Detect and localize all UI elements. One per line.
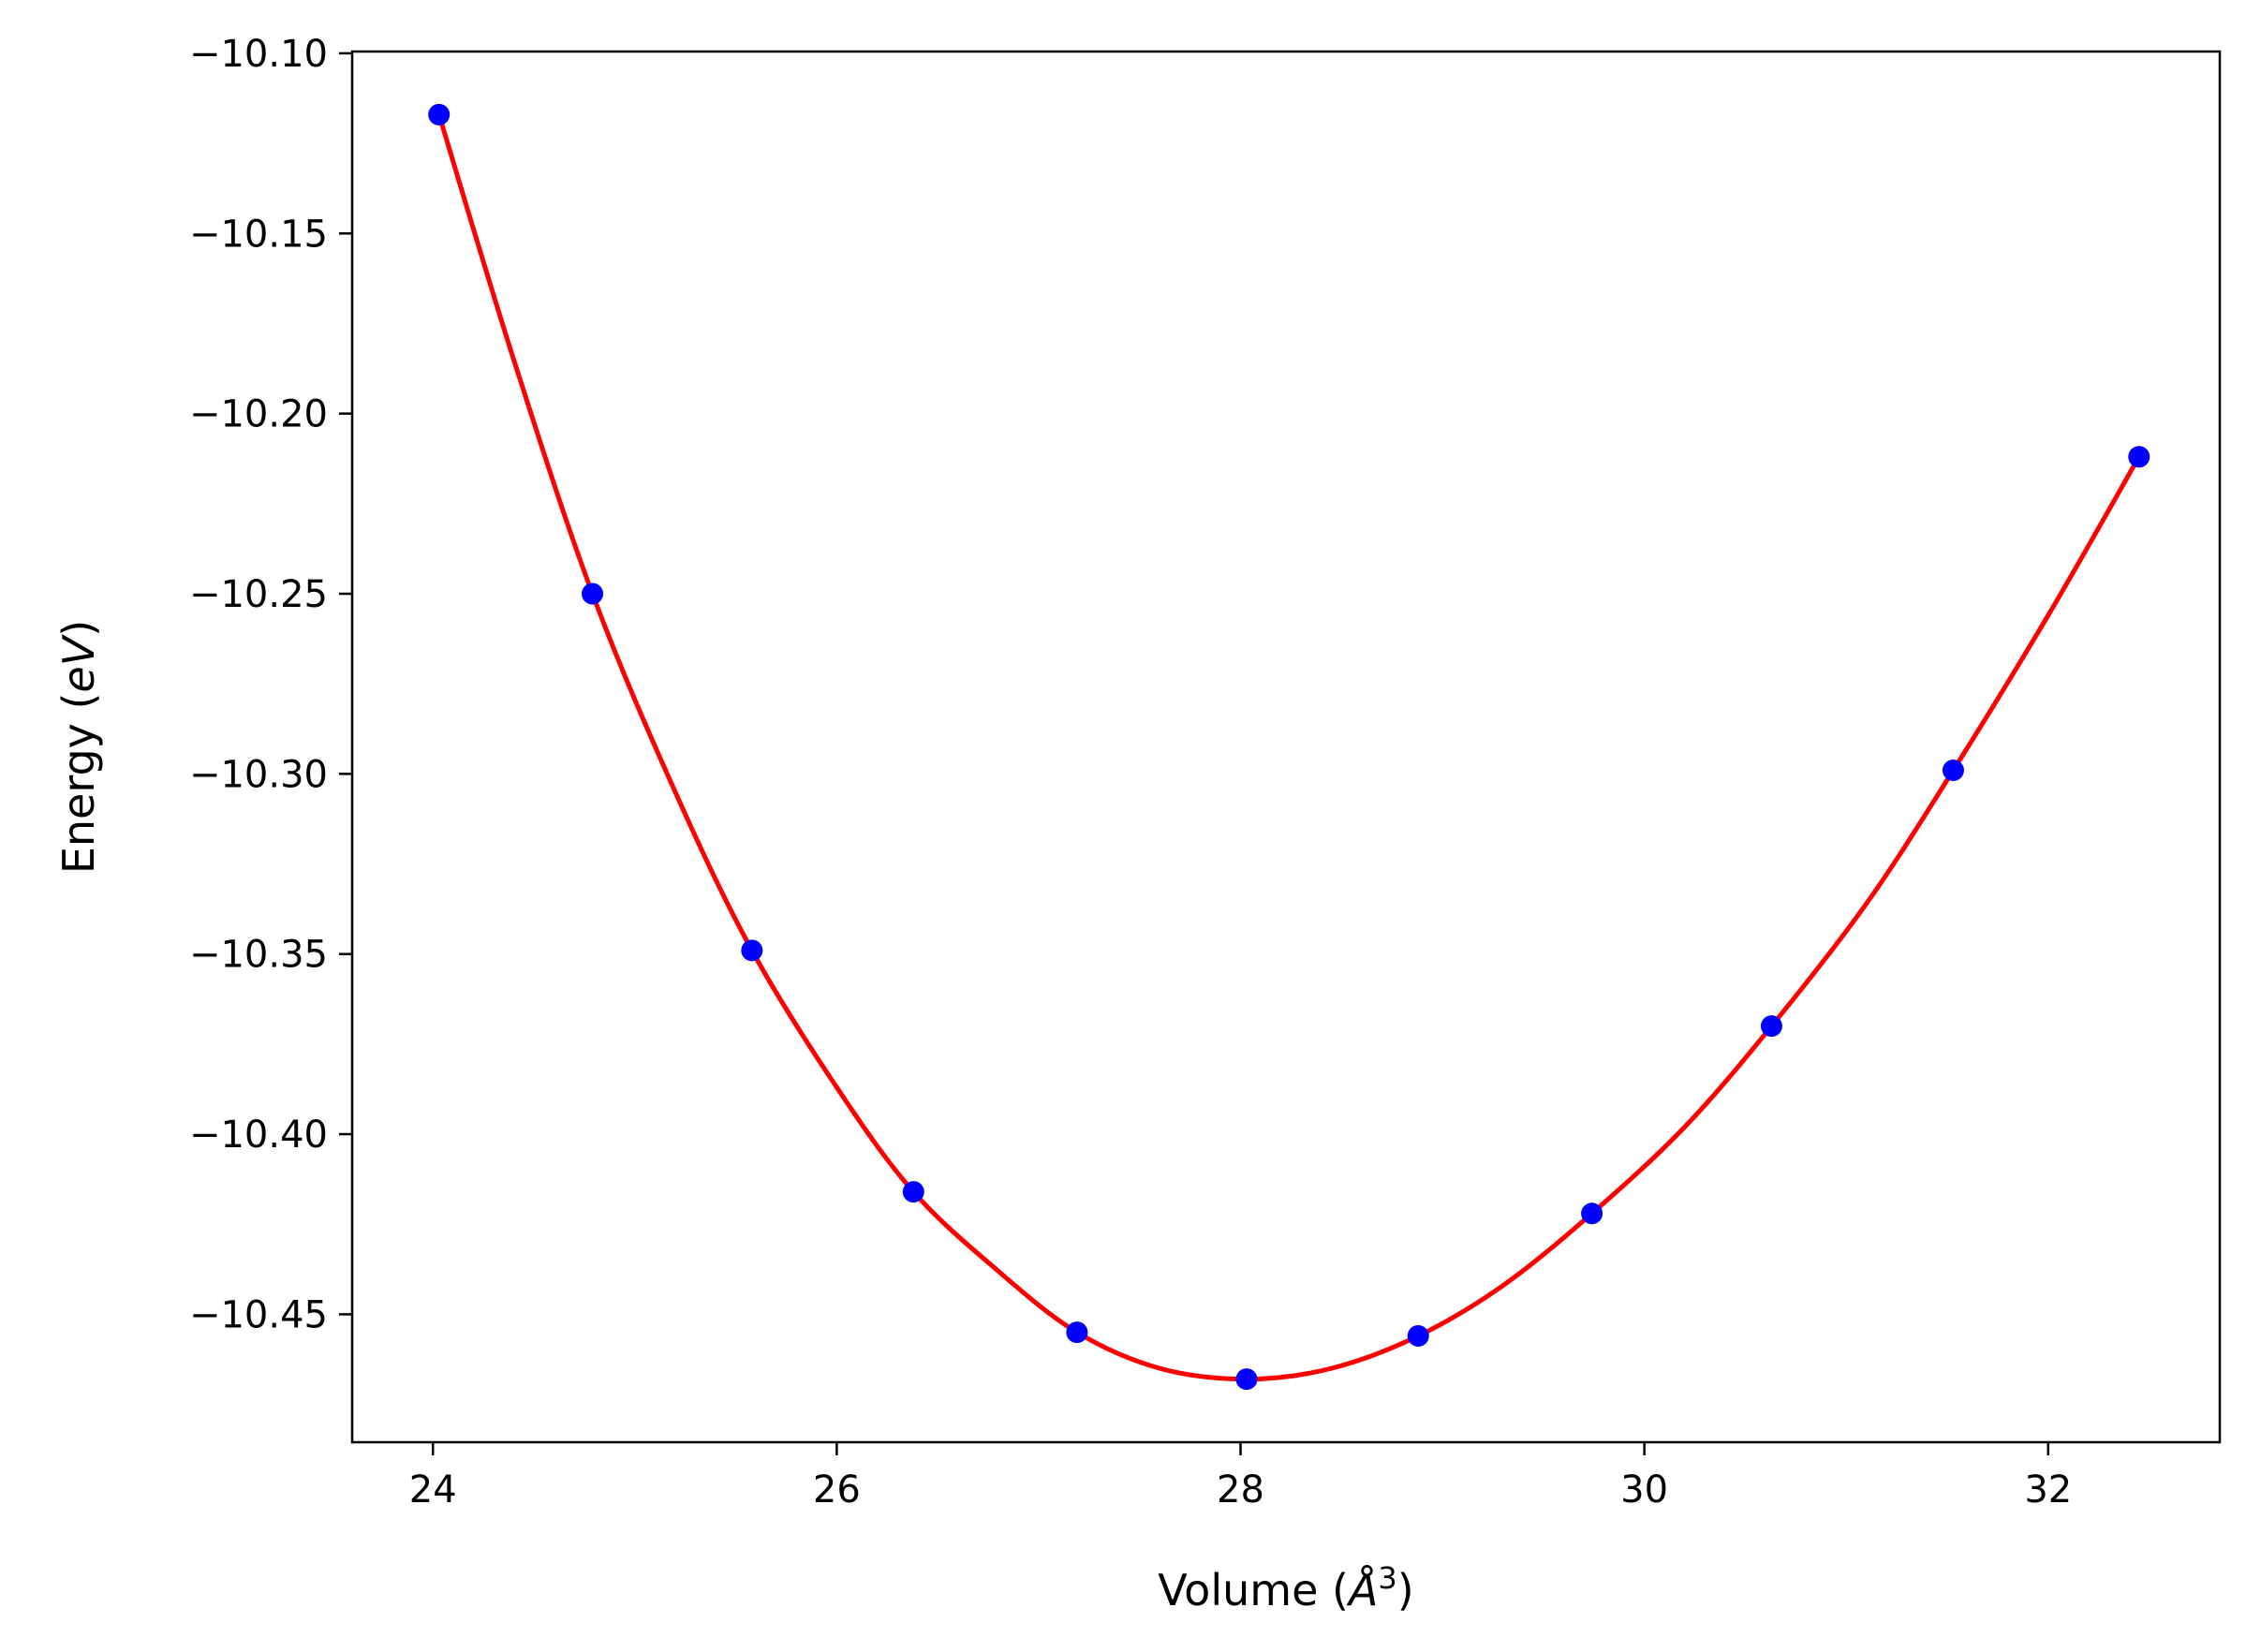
x-tick-label: 32	[2024, 1468, 2072, 1512]
y-tick-label: −10.10	[189, 33, 328, 76]
x-axis-label-prefix: Volume (	[1158, 1565, 1349, 1615]
data-point	[2128, 446, 2150, 468]
y-tick-label: −10.30	[189, 753, 328, 796]
y-tick-label: −10.45	[189, 1293, 328, 1336]
x-tick-label: 28	[1217, 1468, 1264, 1512]
y-axis-label-prefix: Energy (	[53, 693, 104, 875]
data-point	[1066, 1321, 1088, 1344]
data-point	[1235, 1368, 1258, 1391]
data-point	[428, 103, 451, 125]
x-axis-label-unit: Å	[1346, 1565, 1378, 1615]
y-tick-label: −10.35	[189, 934, 328, 977]
data-point	[1407, 1325, 1429, 1348]
x-axis-ticks: 24 26 28 30 32	[409, 1442, 2072, 1512]
y-tick-label: −10.40	[189, 1114, 328, 1157]
data-point	[902, 1181, 924, 1203]
y-axis-label: Energy (eV)	[53, 620, 104, 874]
x-tick-label: 24	[409, 1468, 457, 1512]
x-tick-label: 26	[813, 1468, 861, 1512]
data-point	[1760, 1015, 1782, 1038]
y-axis-label-unit: eV	[53, 633, 104, 692]
data-point	[741, 939, 763, 962]
y-tick-label: −10.15	[189, 213, 328, 256]
data-point	[1942, 760, 1964, 782]
x-tick-label: 30	[1620, 1468, 1668, 1512]
x-axis-label: Volume (Å3)	[1158, 1560, 1413, 1615]
data-point	[582, 583, 604, 605]
data-point	[1581, 1202, 1603, 1225]
x-axis-label-suffix: )	[1397, 1565, 1414, 1615]
y-tick-label: −10.20	[189, 393, 328, 436]
plot-frame	[350, 50, 2222, 1444]
y-tick-label: −10.25	[189, 573, 328, 616]
x-axis-label-exponent: 3	[1378, 1560, 1396, 1596]
fit-curve-line	[436, 113, 2141, 1382]
y-axis-label-suffix: )	[53, 620, 104, 637]
series-layer	[428, 103, 2150, 1391]
y-axis-ticks: −10.10 −10.15 −10.20 −10.25 −10.30 −10.35 −10.…	[189, 33, 352, 1336]
